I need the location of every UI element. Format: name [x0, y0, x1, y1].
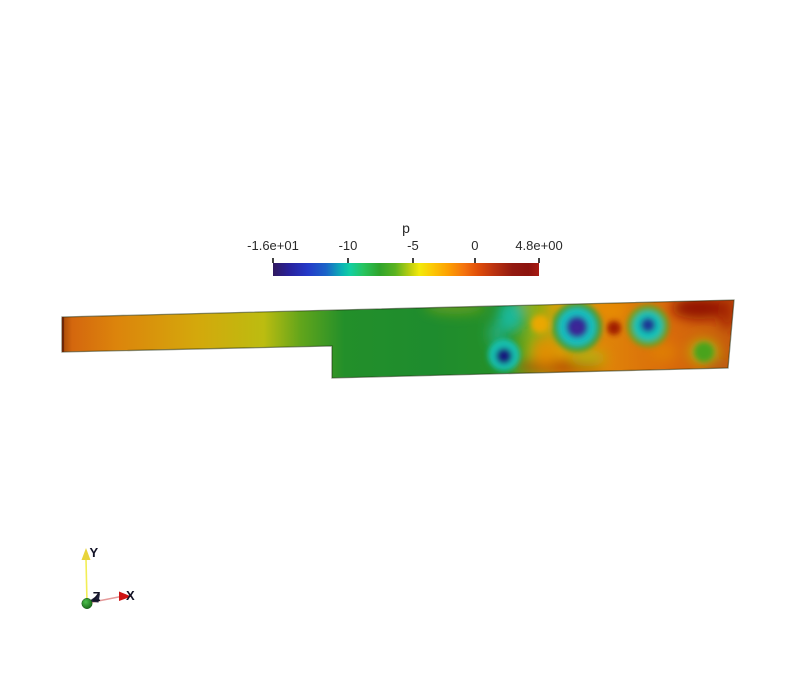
pressure-vortex-blobs — [488, 302, 714, 371]
pressure-blob — [672, 300, 726, 319]
colorbar-gradient — [273, 263, 539, 276]
vortex-blob — [694, 342, 714, 362]
pressure-blob — [704, 358, 732, 370]
pressure-blob — [596, 301, 628, 319]
domain-outline — [61, 299, 735, 379]
orientation-axes-widget: X Y Z — [81, 545, 135, 609]
pressure-blob — [531, 338, 559, 366]
scalar-bar-title: p — [402, 220, 410, 236]
pressure-blob — [570, 350, 606, 366]
y-axis-arrow-icon — [81, 548, 91, 560]
vortex-blob — [496, 348, 512, 364]
pressure-blob — [498, 300, 524, 332]
colorbar-tick-label: 0 — [471, 238, 479, 253]
vortex-blob — [640, 317, 656, 333]
y-axis-label: Y — [90, 545, 99, 560]
vortex-blob — [570, 321, 584, 335]
colorbar-tick-label: -10 — [338, 238, 358, 253]
colorbar-tick-label: 4.8e+00 — [515, 238, 563, 253]
colorbar-tick-mark — [411, 258, 414, 263]
pressure-blob — [649, 342, 677, 362]
axes-origin-sphere-icon — [81, 598, 93, 609]
z-axis-label: Z — [93, 589, 101, 604]
x-axis-arrow-icon — [119, 591, 132, 601]
y-axis-line — [85, 558, 88, 604]
vortex-blob — [607, 321, 621, 335]
vortex-blob — [531, 315, 549, 333]
colorbar-tick-mark — [347, 258, 349, 263]
colorbar-tick-mark — [538, 258, 540, 263]
scalar-bar[interactable]: p -1.6e+01 -10 -5 0 4.8e+00 — [247, 220, 563, 279]
z-axis-arrow-icon — [88, 593, 100, 603]
x-axis-label: X — [126, 588, 135, 603]
colorbar-tick-mark — [272, 258, 274, 263]
colorbar-tick-mark — [473, 258, 476, 263]
colorbar-tick-label: -1.6e+01 — [247, 238, 299, 253]
pressure-field-surface[interactable] — [61, 294, 736, 379]
colorbar-tick-label: -5 — [407, 238, 419, 253]
